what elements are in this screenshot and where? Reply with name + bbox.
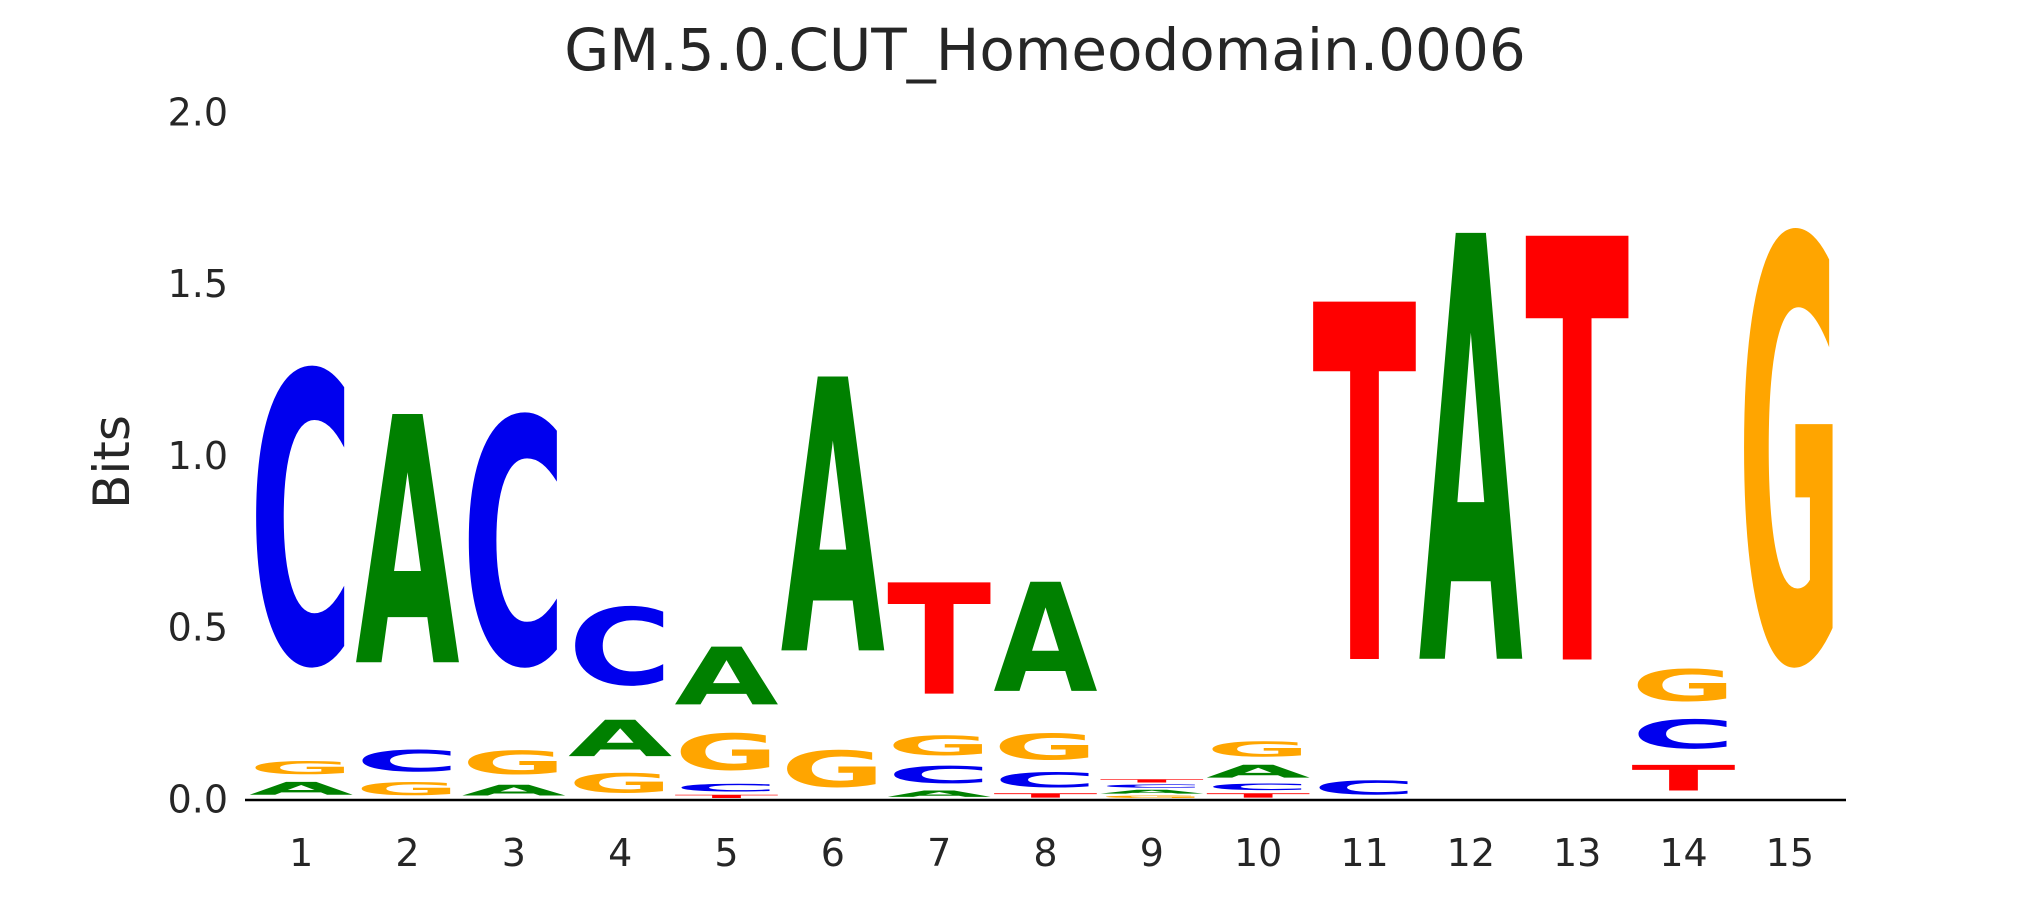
logo-letter-G-pos4: G — [568, 768, 672, 799]
y-tick-label-1.5: 1.5 — [168, 262, 228, 306]
logo-letter-G-pos5: G — [674, 723, 778, 781]
x-tick-label-10: 10 — [1234, 831, 1282, 875]
x-tick-label-13: 13 — [1553, 831, 1601, 875]
chart-title: GM.5.0.CUT_Homeodomain.0006 — [564, 16, 1526, 84]
x-tick-label-8: 8 — [1033, 831, 1057, 875]
logo-letter-G-pos2: G — [355, 779, 459, 799]
logo-letter-C-pos4: C — [568, 586, 672, 709]
logo-letter-C-pos10: C — [1206, 782, 1310, 792]
logo-letter-A-pos6: A — [781, 302, 886, 740]
logo-letter-C-pos8: C — [993, 768, 1097, 792]
x-tick-label-4: 4 — [608, 831, 632, 875]
logo-letter-G-pos15: G — [1738, 121, 1842, 798]
logo-letter-C-pos3: C — [462, 351, 566, 743]
x-tick-label-15: 15 — [1766, 831, 1814, 875]
x-tick-label-9: 9 — [1140, 831, 1164, 875]
logo-letter-G-pos14: G — [1631, 661, 1735, 712]
logo-letter-A-pos12: A — [1419, 116, 1524, 797]
logo-letter-G-pos8: G — [993, 727, 1097, 768]
logo-letter-T-pos7: T — [887, 553, 991, 731]
logo-letter-C-pos11: C — [1312, 777, 1416, 799]
logo-letter-C-pos7: C — [887, 761, 991, 788]
logo-letter-A-pos4: A — [568, 710, 673, 768]
y-tick-label-1.0: 1.0 — [168, 434, 228, 478]
x-tick-label-2: 2 — [395, 831, 419, 875]
x-tick-label-5: 5 — [714, 831, 738, 875]
logo-letter-G-pos7: G — [887, 730, 991, 761]
logo-letter-A-pos5: A — [674, 631, 778, 724]
x-tick-label-14: 14 — [1659, 831, 1707, 875]
logo-letter-G-pos10: G — [1206, 738, 1310, 762]
y-tick-label-0.0: 0.0 — [168, 777, 228, 821]
logo-letter-A-pos2: A — [355, 348, 460, 744]
logo-letter-G-pos3: G — [462, 744, 566, 782]
y-tick-label-0.5: 0.5 — [168, 606, 228, 650]
x-tick-label-6: 6 — [821, 831, 845, 875]
logo-letter-C-pos14: C — [1631, 711, 1735, 757]
logo-letter-G-pos1: G — [249, 758, 353, 778]
x-tick-label-3: 3 — [502, 831, 526, 875]
x-tick-label-1: 1 — [289, 831, 313, 875]
logo-letter-T-pos14: T — [1631, 758, 1735, 799]
logo-letter-A-pos1: A — [249, 778, 353, 799]
logo-letter-A-pos3: A — [462, 782, 566, 799]
x-tick-label-11: 11 — [1340, 831, 1388, 875]
logo-letter-G-pos9: G — [1100, 795, 1204, 799]
logo-letter-T-pos11: T — [1312, 204, 1417, 775]
x-tick-label-12: 12 — [1447, 831, 1495, 875]
logo-letter-G-pos6: G — [781, 740, 885, 798]
x-tick-label-7: 7 — [927, 831, 951, 875]
logo-letter-C-pos1: C — [249, 292, 353, 757]
logo-letter-T-pos10: T — [1206, 792, 1311, 799]
logo-letter-T-pos8: T — [993, 792, 1098, 799]
logo-letter-C-pos5: C — [674, 782, 778, 794]
logo-letter-T-pos5: T — [674, 794, 779, 799]
logo-letter-C-pos9: C — [1100, 784, 1204, 789]
logo-letter-A-pos9: A — [1100, 789, 1205, 795]
logo-letter-A-pos7: A — [887, 789, 991, 799]
logo-letter-T-pos13: T — [1525, 122, 1630, 798]
logo-letter-A-pos10: A — [1206, 761, 1310, 782]
logo-letter-A-pos8: A — [993, 552, 1097, 727]
logo-letter-T-pos9: T — [1100, 778, 1205, 783]
logo-letter-C-pos2: C — [355, 744, 459, 778]
y-tick-label-2.0: 2.0 — [168, 90, 228, 134]
